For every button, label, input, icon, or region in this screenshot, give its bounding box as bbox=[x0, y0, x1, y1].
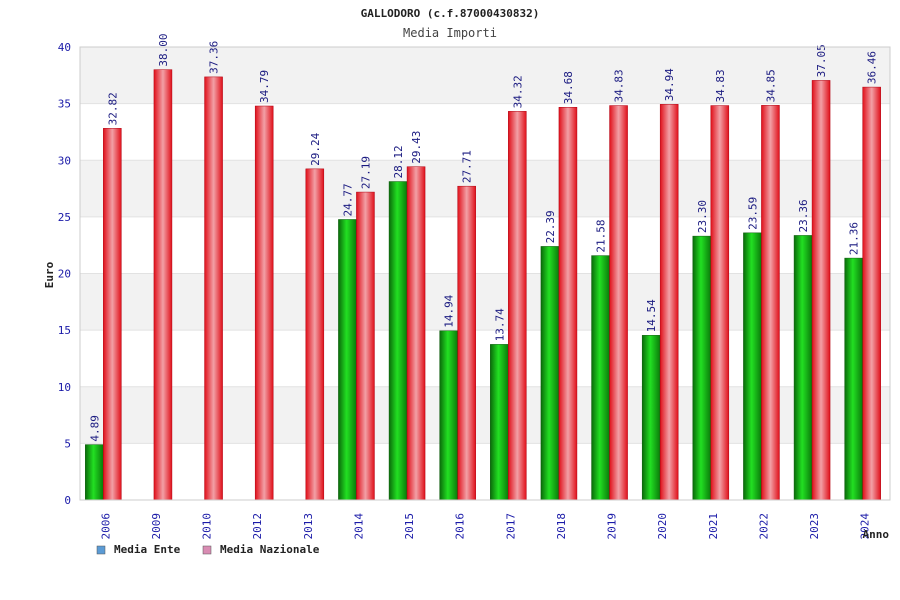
y-tick-label: 15 bbox=[58, 324, 71, 337]
bar-media-ente bbox=[85, 444, 104, 501]
bar-media-ente bbox=[692, 235, 712, 501]
y-tick-label: 25 bbox=[58, 211, 71, 224]
plot-border bbox=[79, 46, 891, 501]
x-axis-label: Anno bbox=[863, 528, 890, 541]
bar-media-nazionale bbox=[609, 105, 628, 501]
x-tick-label: 2024 bbox=[859, 513, 872, 540]
bar-media-ente bbox=[793, 235, 813, 501]
data-label: 34.32 bbox=[511, 75, 524, 108]
bar-media-ente bbox=[439, 330, 458, 501]
data-label: 21.58 bbox=[595, 219, 608, 252]
data-label: 38.00 bbox=[157, 34, 170, 67]
bar-media-nazionale bbox=[153, 69, 173, 501]
y-tick-label: 10 bbox=[58, 381, 71, 394]
data-label: 22.39 bbox=[544, 210, 557, 243]
data-label: 36.46 bbox=[866, 51, 879, 84]
bar-media-nazionale bbox=[558, 106, 578, 501]
data-label: 14.94 bbox=[443, 294, 456, 327]
y-axis-label: Euro bbox=[43, 261, 56, 288]
data-label: 34.79 bbox=[258, 70, 271, 103]
bar-media-nazionale bbox=[103, 128, 122, 501]
y-tick-label: 0 bbox=[64, 494, 71, 507]
bar-media-ente bbox=[338, 219, 357, 501]
chart-subtitle: Media Importi bbox=[403, 26, 497, 40]
data-label: 23.59 bbox=[746, 197, 759, 230]
legend-label-media-nazionale: Media Nazionale bbox=[220, 543, 320, 556]
x-tick-label: 2010 bbox=[201, 513, 214, 540]
y-tick-label: 20 bbox=[58, 268, 71, 281]
x-tick-label: 2013 bbox=[302, 513, 315, 540]
data-label: 27.71 bbox=[461, 150, 474, 183]
data-label: 27.19 bbox=[359, 156, 372, 189]
data-label: 13.74 bbox=[493, 308, 506, 341]
bar-media-nazionale bbox=[659, 104, 679, 501]
bars: 4.89 32.82 38.00 37.36 34.79 29.24 24.77 27.19 2… bbox=[85, 34, 881, 501]
chart-title: GALLODORO (c.f.87000430832) bbox=[361, 7, 540, 20]
x-tick-label: 2023 bbox=[808, 513, 821, 540]
x-tick-label: 2021 bbox=[707, 513, 720, 540]
bar-media-nazionale bbox=[406, 166, 426, 501]
data-label: 34.85 bbox=[764, 69, 777, 102]
data-label: 24.77 bbox=[341, 183, 354, 216]
y-tick-label: 35 bbox=[58, 98, 71, 111]
x-tick-label: 2015 bbox=[403, 513, 416, 540]
data-label: 4.89 bbox=[88, 415, 101, 442]
data-label: 28.12 bbox=[392, 145, 405, 178]
x-tick-label: 2014 bbox=[352, 513, 365, 540]
data-label: 37.36 bbox=[208, 41, 221, 74]
bar-media-ente bbox=[490, 344, 509, 501]
y-tick-label: 5 bbox=[64, 437, 71, 450]
y-tick-label: 40 bbox=[58, 41, 71, 54]
bar-media-nazionale bbox=[710, 105, 730, 501]
legend-label-media-ente: Media Ente bbox=[114, 543, 181, 556]
bar-media-nazionale bbox=[862, 86, 881, 501]
x-tick-label: 2018 bbox=[555, 513, 568, 540]
data-label: 34.83 bbox=[714, 69, 727, 102]
data-label: 23.36 bbox=[797, 199, 810, 232]
x-tick-label: 2017 bbox=[504, 513, 517, 540]
y-axis: 0 5 10 15 20 25 30 35 40 bbox=[58, 41, 71, 507]
x-tick-label: 2016 bbox=[454, 513, 467, 540]
bar-media-ente bbox=[540, 246, 560, 501]
bar-media-nazionale bbox=[457, 185, 476, 501]
bar-media-nazionale bbox=[811, 80, 831, 501]
bar-media-ente bbox=[844, 257, 863, 501]
x-axis: 2006 2009 2010 2012 2013 2014 2015 2016 2017 2018… bbox=[99, 513, 871, 540]
x-tick-label: 2012 bbox=[251, 513, 264, 540]
bar-media-nazionale bbox=[356, 191, 375, 501]
data-label: 29.24 bbox=[309, 132, 322, 165]
data-label: 29.43 bbox=[410, 131, 423, 164]
y-tick-label: 30 bbox=[58, 154, 71, 167]
data-label: 14.54 bbox=[645, 299, 658, 332]
bar-media-ente bbox=[591, 255, 610, 501]
legend-swatch-media-ente bbox=[96, 545, 106, 555]
bar-media-ente bbox=[641, 335, 661, 501]
x-tick-label: 2009 bbox=[150, 513, 163, 540]
x-tick-label: 2019 bbox=[606, 513, 619, 540]
data-label: 21.36 bbox=[848, 222, 861, 255]
x-tick-label: 2006 bbox=[99, 513, 112, 540]
data-label: 32.82 bbox=[106, 92, 119, 125]
data-label: 37.05 bbox=[815, 44, 828, 77]
data-label: 34.68 bbox=[562, 71, 575, 104]
bar-media-nazionale bbox=[204, 76, 223, 501]
x-tick-label: 2020 bbox=[656, 513, 669, 540]
data-label: 34.94 bbox=[663, 68, 676, 101]
bar-media-ente bbox=[388, 181, 408, 501]
data-label: 23.30 bbox=[696, 200, 709, 233]
data-label: 34.83 bbox=[613, 69, 626, 102]
x-tick-label: 2022 bbox=[757, 513, 770, 540]
bar-media-nazionale bbox=[305, 168, 325, 501]
bar-media-nazionale bbox=[254, 105, 274, 501]
legend: Media Ente Media Nazionale bbox=[96, 543, 320, 556]
bar-media-nazionale bbox=[761, 105, 780, 501]
legend-swatch-media-nazionale bbox=[202, 545, 212, 555]
bar-media-ente bbox=[743, 232, 762, 501]
bar-media-nazionale bbox=[508, 111, 527, 501]
